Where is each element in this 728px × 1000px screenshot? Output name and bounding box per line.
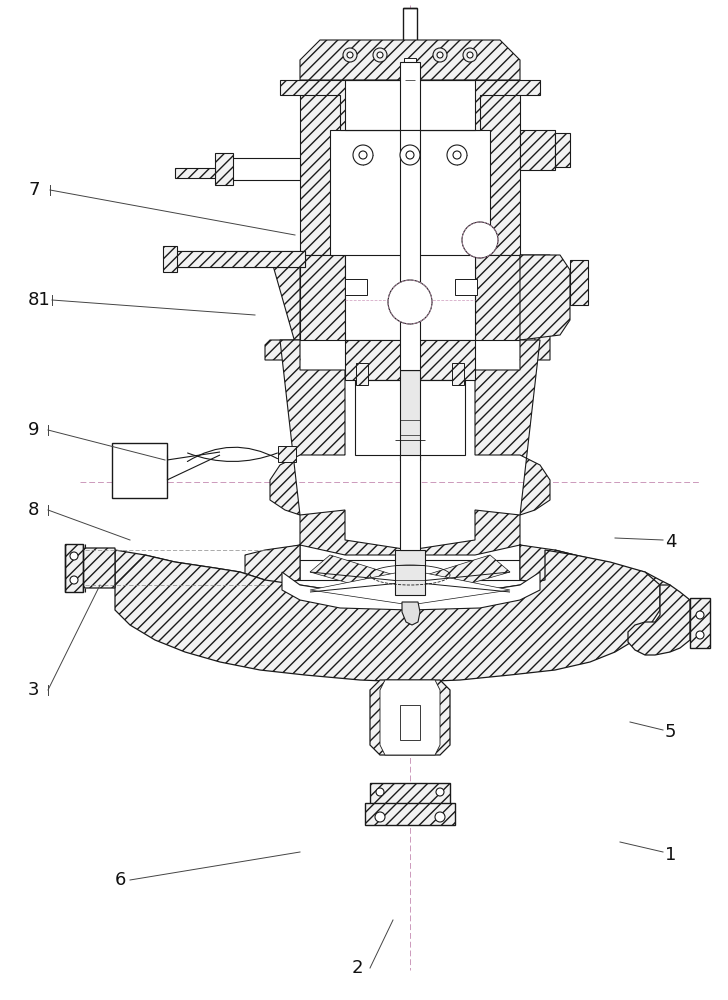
Polygon shape [280,80,540,130]
Polygon shape [282,572,540,610]
Circle shape [373,48,387,62]
Bar [65,544,83,592]
Circle shape [696,631,704,639]
Polygon shape [80,548,115,588]
Bar [345,255,475,340]
Bar [278,446,296,462]
Text: 3: 3 [28,681,39,699]
Circle shape [436,788,444,796]
Polygon shape [265,510,410,585]
Circle shape [437,52,443,58]
Polygon shape [410,555,510,595]
Bar [400,130,420,370]
Bar [400,62,420,130]
Bar [356,363,368,385]
Text: 8: 8 [28,501,39,519]
Text: 7: 7 [28,181,39,199]
Polygon shape [370,680,450,755]
Bar [452,363,464,385]
Polygon shape [545,550,675,613]
Polygon shape [300,40,520,80]
Bar [365,803,455,825]
Polygon shape [402,602,420,625]
Circle shape [467,52,473,58]
Text: 81: 81 [28,291,51,309]
Bar [555,133,570,167]
Text: 4: 4 [665,533,676,551]
Bar [175,168,215,178]
Bar [345,279,367,295]
Bar [403,8,417,60]
Polygon shape [520,545,575,585]
Polygon shape [270,340,345,515]
Circle shape [435,812,445,822]
Circle shape [453,151,461,159]
Bar [404,58,416,62]
Polygon shape [115,550,660,682]
Circle shape [359,151,367,159]
Bar [520,130,555,170]
Bar [112,443,167,498]
Circle shape [400,145,420,165]
Circle shape [377,52,383,58]
Circle shape [375,812,385,822]
Polygon shape [300,255,345,340]
Polygon shape [380,680,440,755]
Text: 1: 1 [665,846,676,864]
Circle shape [388,280,432,324]
Bar [175,251,305,267]
Circle shape [70,576,78,584]
Polygon shape [475,80,520,255]
Circle shape [447,145,467,165]
Polygon shape [310,555,410,595]
Circle shape [70,552,78,560]
Polygon shape [300,80,345,255]
Bar [215,153,233,185]
Bar [400,370,420,460]
Polygon shape [628,585,690,655]
Bar [398,58,422,80]
Bar [355,380,465,455]
Bar [163,246,177,272]
Polygon shape [475,340,550,515]
Circle shape [353,145,373,165]
Polygon shape [265,255,300,360]
Polygon shape [245,545,300,585]
Bar [230,158,300,180]
Circle shape [376,788,384,796]
Polygon shape [310,570,510,605]
Text: 9: 9 [28,421,39,439]
Polygon shape [410,510,555,585]
Bar [570,260,588,305]
Bar [345,340,475,380]
Polygon shape [520,255,570,340]
Circle shape [696,611,704,619]
Circle shape [463,48,477,62]
Text: 2: 2 [352,959,363,977]
Circle shape [343,48,357,62]
Polygon shape [175,251,305,267]
Circle shape [462,222,498,258]
Polygon shape [475,255,520,340]
Bar [345,80,475,130]
Polygon shape [520,255,550,360]
Text: 6: 6 [115,871,127,889]
Bar [400,455,420,550]
Bar [370,783,450,805]
Bar [395,550,425,595]
Circle shape [406,151,414,159]
Bar [455,279,477,295]
Bar [400,705,420,740]
Bar [690,598,710,648]
Circle shape [433,48,447,62]
Circle shape [347,52,353,58]
Text: 5: 5 [665,723,676,741]
Polygon shape [88,550,115,585]
Polygon shape [88,550,265,595]
